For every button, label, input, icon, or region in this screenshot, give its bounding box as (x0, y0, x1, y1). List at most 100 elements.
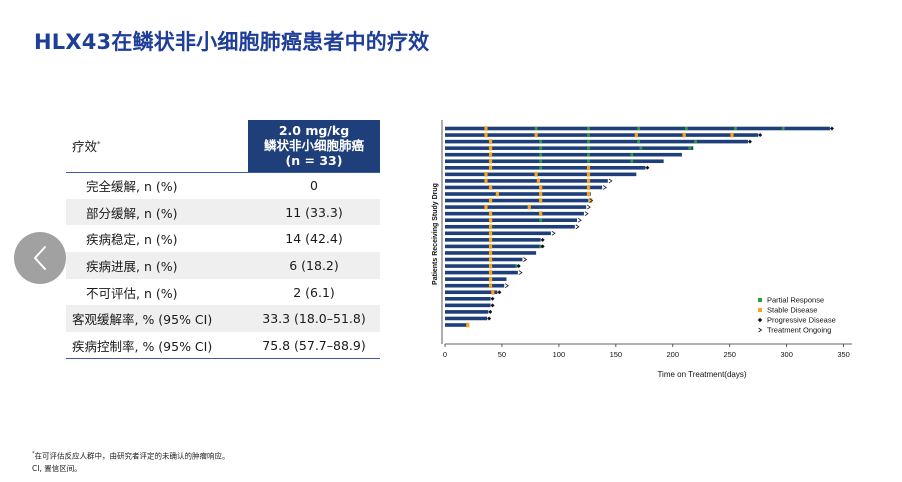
stable-disease-marker (539, 198, 543, 203)
stable-disease-marker (488, 198, 493, 203)
table-row: 完全缓解, n (%) 0 (66, 172, 380, 199)
partial-response-marker (637, 140, 641, 144)
patient-row (445, 204, 591, 210)
patient-bar (445, 166, 646, 170)
stable-disease-marker (589, 198, 593, 203)
patient-row (445, 250, 537, 256)
partial-response-marker (587, 133, 590, 137)
patient-row (445, 178, 613, 184)
patient-bar (445, 198, 589, 203)
stable-disease-marker (495, 191, 499, 197)
progressive-disease-marker (747, 139, 752, 144)
patient-bar (445, 172, 637, 177)
x-tick-label: 50 (498, 350, 506, 359)
footnote-line-1: *在可评估反应人群中，由研究者评定的未确认的肿瘤响应。 (32, 448, 230, 463)
partial-response-marker (539, 218, 543, 222)
x-tick-label: 250 (723, 350, 736, 359)
patient-bar (445, 205, 587, 209)
patient-row (445, 283, 509, 289)
treatment-ongoing-marker (504, 283, 509, 289)
treatment-ongoing-marker (523, 257, 528, 262)
partial-response-marker (587, 153, 590, 157)
header-n: (n = 33) (285, 153, 343, 169)
patient-bar (445, 159, 664, 164)
table-header-value: 2.0 mg/kg 鳞状非小细胞肺癌 (n = 33) (248, 120, 380, 173)
patient-bar (445, 257, 523, 262)
stable-disease-marker (484, 172, 488, 177)
patient-row (445, 139, 752, 144)
progressive-disease-marker (490, 296, 495, 301)
table-row: 部分缓解, n (%) 11 (33.3) (66, 198, 380, 226)
partial-response-marker (637, 127, 641, 130)
patient-bar (445, 211, 584, 216)
progressive-disease-marker (490, 303, 495, 308)
row-label: 疾病控制率, % (95% CI) (66, 332, 248, 360)
table-header-row: 疗效* 2.0 mg/kg 鳞状非小细胞肺癌 (n = 33) (66, 120, 380, 173)
legend-item: Progressive Disease (757, 316, 836, 325)
progressive-disease-marker (540, 244, 545, 249)
stable-disease-marker (488, 283, 493, 288)
stable-disease-marker (484, 204, 488, 210)
stable-disease-marker (484, 132, 488, 138)
x-axis-ticks: 0 50 100 150 200 250 300 350 (443, 344, 850, 359)
x-tick-label: 200 (667, 350, 680, 359)
partial-response-marker (630, 159, 634, 163)
progressive-disease-marker (645, 165, 650, 170)
partial-response-marker (587, 159, 590, 163)
table-header-label: 疗效* (66, 120, 248, 173)
stable-disease-marker (488, 165, 493, 171)
chevron-left-icon (34, 246, 46, 270)
patient-bar (445, 224, 575, 229)
table-row: 疾病进展, n (%) 6 (18.2) (66, 252, 380, 279)
row-value: 33.3 (18.0–51.8) (248, 305, 380, 333)
stable-disease-marker (488, 152, 493, 157)
stable-disease-marker (488, 257, 493, 262)
patient-row (445, 126, 834, 131)
stable-disease-marker (586, 178, 591, 184)
patient-row (445, 257, 528, 262)
header-dose: 2.0 mg/kg (278, 123, 350, 139)
patient-row (445, 230, 556, 236)
table-row: 疾病控制率, % (95% CI) 75.8 (57.7–88.9) (66, 332, 380, 360)
legend-label: Progressive Disease (767, 316, 836, 325)
x-tick-label: 350 (837, 350, 850, 359)
x-tick-label: 0 (443, 350, 447, 359)
partial-response-marker (539, 166, 543, 170)
progressive-disease-marker (540, 237, 545, 242)
stable-disease-marker (586, 185, 591, 190)
patient-row (445, 198, 594, 203)
legend-label: Partial Response (767, 296, 824, 305)
patient-bar (445, 264, 517, 268)
patient-row (445, 224, 580, 230)
legend-marker (757, 317, 763, 323)
patient-row (445, 303, 495, 308)
header-label-sup: * (97, 140, 101, 149)
stable-disease-marker (466, 322, 470, 328)
treatment-ongoing-marker (602, 185, 607, 190)
patient-row (445, 152, 682, 157)
row-label: 疾病进展, n (%) (66, 252, 248, 279)
footnote-line-1-text: 在可评估反应人群中，由研究者评定的未确认的肿瘤响应。 (34, 451, 230, 461)
partial-response-marker (688, 146, 692, 150)
x-axis-label: Time on Treatment(days) (657, 370, 746, 379)
patient-bar (445, 152, 682, 157)
legend-marker (758, 298, 762, 302)
partial-response-marker (534, 127, 538, 130)
efficacy-table: 疗效* 2.0 mg/kg 鳞状非小细胞肺癌 (n = 33) 完全缓解, n … (66, 120, 380, 360)
stable-disease-marker (488, 217, 493, 223)
legend-item: Partial Response (758, 296, 824, 305)
stable-disease-marker (488, 145, 493, 151)
partial-response-marker (587, 146, 590, 150)
progressive-disease-marker (488, 309, 493, 314)
patient-bar (445, 179, 608, 183)
partial-response-marker (539, 140, 543, 144)
footnote-line-2: CI, 置信区间。 (32, 463, 82, 473)
row-value: 11 (33.3) (248, 198, 380, 226)
stable-disease-marker (539, 191, 543, 197)
treatment-ongoing-marker (589, 198, 594, 203)
partial-response-marker (587, 127, 590, 130)
stable-disease-marker (488, 244, 493, 249)
back-button[interactable] (14, 232, 66, 284)
stable-disease-marker (730, 132, 734, 138)
patient-row (445, 316, 492, 321)
